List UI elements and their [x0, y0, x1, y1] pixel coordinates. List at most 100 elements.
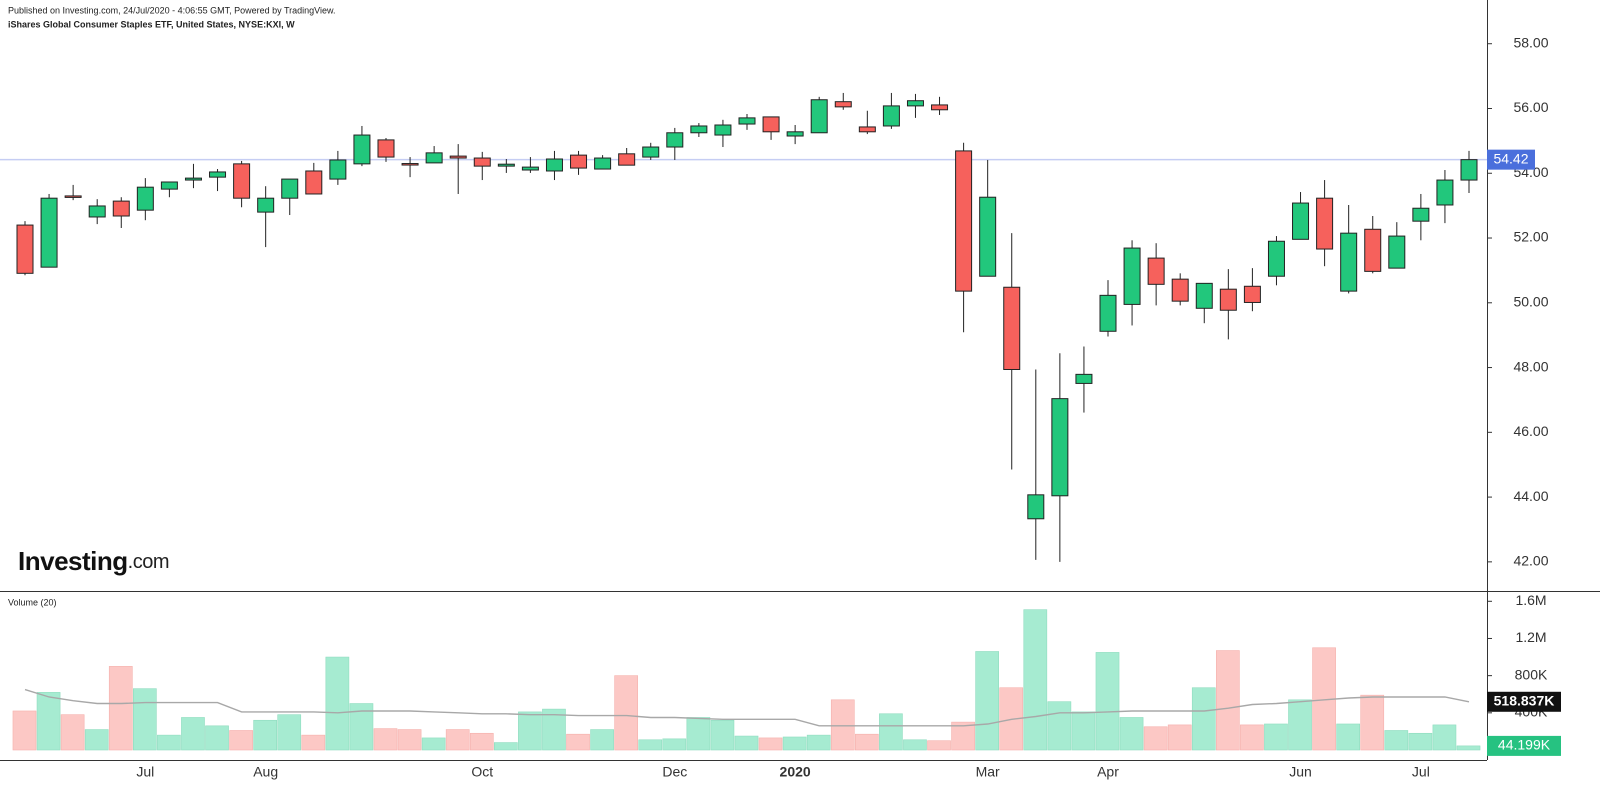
candle-body	[690, 125, 708, 134]
volume-bar	[879, 713, 903, 751]
candle-body	[1388, 235, 1406, 269]
x-tick-label: Jul	[136, 764, 154, 780]
candle-body	[738, 117, 756, 125]
candle-body	[1003, 286, 1021, 370]
ma-last-label: 518.837K	[1494, 692, 1555, 708]
candle-body	[281, 178, 299, 199]
volume-bar	[301, 734, 326, 751]
y-tick-label: 800K	[1515, 666, 1548, 682]
candle-body	[1027, 494, 1045, 520]
candle-body	[401, 163, 419, 166]
candle-body	[1051, 398, 1069, 497]
volume-bar	[229, 730, 253, 751]
volume-bar	[518, 711, 542, 751]
candle-body	[1316, 197, 1334, 250]
volume-bar	[782, 736, 807, 751]
candle-body	[1219, 288, 1237, 311]
candle-body	[1123, 247, 1141, 305]
candle-body	[858, 126, 876, 133]
y-tick-label: 48.00	[1513, 358, 1548, 374]
volume-bar	[638, 739, 663, 751]
volume-bar	[1071, 711, 1096, 751]
y-tick-label: 58.00	[1513, 34, 1548, 50]
y-tick-label: 44.00	[1513, 488, 1548, 504]
candle-body	[594, 157, 612, 170]
volume-bar	[445, 729, 470, 751]
volume-bar	[1408, 732, 1433, 751]
volume-bar	[662, 738, 687, 751]
volume-bar	[12, 710, 37, 751]
volume-bar	[397, 729, 422, 751]
logo-brand: Investing	[18, 546, 128, 576]
candle-body	[1460, 159, 1478, 181]
x-tick-label: Apr	[1097, 764, 1119, 780]
volume-bar	[493, 742, 518, 751]
y-tick-label: 52.00	[1513, 229, 1548, 245]
volume-bar	[1264, 723, 1288, 751]
volume-bar	[686, 717, 711, 751]
ma-last-box	[1487, 691, 1561, 712]
candle-body	[112, 200, 130, 217]
x-tick-label: Dec	[662, 764, 687, 780]
x-tick-label: Jul	[1412, 764, 1430, 780]
last-price-box	[1487, 149, 1535, 170]
candle-body	[329, 159, 347, 180]
volume-bar	[1143, 726, 1168, 751]
candle-body	[1436, 179, 1454, 206]
candle-body	[40, 197, 58, 268]
volume-bar	[542, 708, 566, 751]
candle-body	[906, 100, 924, 107]
volume-bar	[349, 703, 374, 751]
volume-bar	[421, 737, 446, 751]
volume-title: Volume (20)	[8, 597, 57, 607]
candle-body	[1340, 232, 1358, 292]
candle-body	[642, 146, 660, 158]
volume-bar	[36, 692, 61, 751]
volume-bar	[253, 719, 277, 751]
candle-body	[449, 155, 467, 159]
candle-body	[497, 163, 515, 167]
volume-bar	[806, 734, 831, 751]
volume-bar	[1095, 652, 1120, 751]
candle-body	[136, 186, 154, 211]
candle-body	[618, 153, 636, 166]
candle-body	[257, 197, 275, 213]
candle-body	[233, 163, 251, 199]
volume-last-box	[1487, 735, 1561, 756]
candle-body	[810, 99, 828, 134]
volume-bar	[1240, 724, 1264, 751]
candle-body	[305, 170, 323, 195]
candle-body	[762, 116, 780, 133]
published-note: Published on Investing.com, 24/Jul/2020 …	[8, 5, 336, 15]
volume-bar	[951, 721, 975, 751]
candle-body	[1364, 228, 1382, 272]
x-tick-label: Jun	[1289, 764, 1312, 780]
volume-last-label: 44.199K	[1498, 737, 1551, 753]
candle-body	[714, 124, 732, 136]
volume-bar	[157, 734, 181, 751]
volume-ma-line	[24, 688, 1470, 727]
volume-bar	[469, 732, 494, 751]
volume-bar	[590, 729, 614, 751]
volume-bar	[133, 688, 157, 751]
candle-body	[955, 150, 973, 292]
candle-body	[570, 154, 588, 169]
volume-bar	[205, 725, 229, 751]
candle-body	[1412, 207, 1430, 222]
candle-body	[1243, 285, 1261, 303]
volume-bar	[84, 729, 109, 751]
volume-bar	[975, 651, 1000, 751]
logo: Investing.com	[18, 546, 169, 576]
volume-bar	[1456, 745, 1481, 751]
volume-bar	[1384, 730, 1409, 751]
candle-body	[545, 158, 563, 172]
volume-bar	[1191, 687, 1216, 751]
candle-body	[64, 195, 82, 198]
candle-body	[425, 152, 443, 164]
candle-body	[1171, 278, 1189, 302]
candle-body	[786, 131, 804, 137]
volume-bar	[1360, 694, 1385, 751]
candle-body	[1147, 257, 1165, 285]
candle-body	[521, 166, 539, 171]
